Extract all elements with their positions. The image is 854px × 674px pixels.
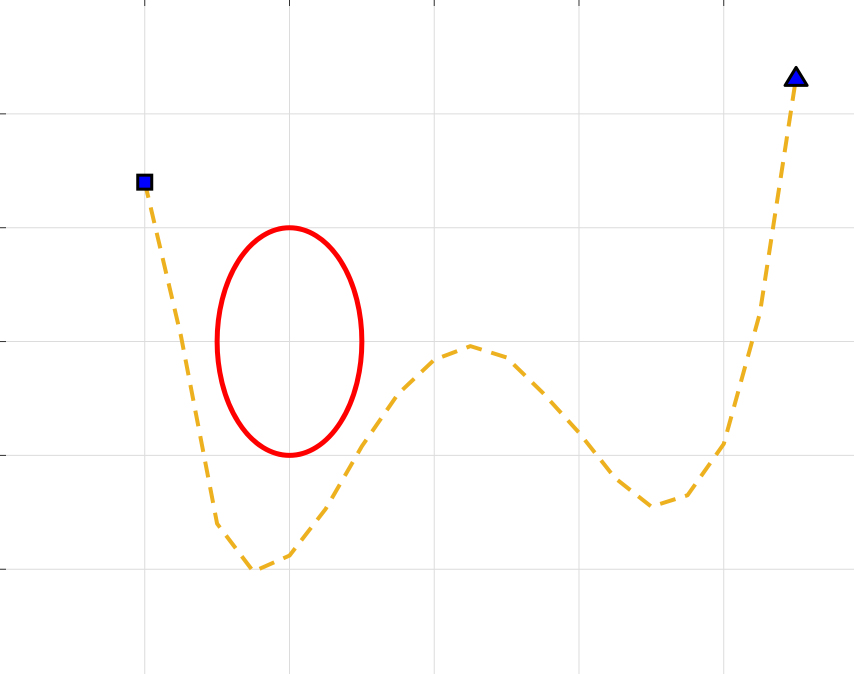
end-marker <box>783 65 809 87</box>
ellipse <box>214 225 365 458</box>
line-series <box>142 77 799 574</box>
start-marker <box>136 173 154 191</box>
